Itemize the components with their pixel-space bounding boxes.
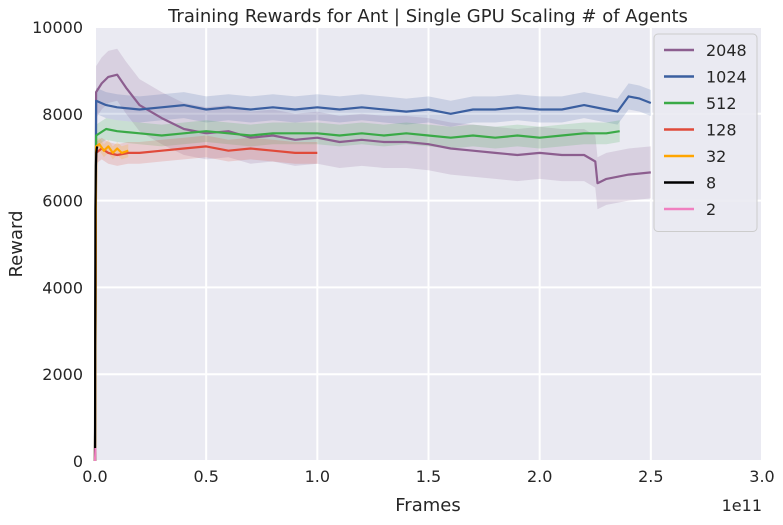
y-tick-label: 0 [73, 452, 83, 471]
x-tick-label: 0.5 [193, 467, 218, 486]
y-tick-label: 4000 [42, 278, 83, 297]
y-axis-label: Reward [6, 210, 27, 277]
x-tick-label: 2.5 [638, 467, 663, 486]
x-tick-label: 1.5 [416, 467, 441, 486]
legend-label-32: 32 [706, 147, 726, 166]
legend-label-8: 8 [706, 174, 716, 193]
legend: 2048 1024 512 128 32 8 2 [654, 34, 757, 232]
legend-label-512: 512 [706, 94, 737, 113]
x-tick-label: 1.0 [305, 467, 330, 486]
y-tick-label: 8000 [42, 105, 83, 124]
x-axis-label: Frames [395, 495, 460, 516]
x-tick-label: 2.0 [527, 467, 552, 486]
legend-label-2048: 2048 [706, 41, 747, 60]
y-tick-label: 6000 [42, 192, 83, 211]
legend-label-1024: 1024 [706, 68, 747, 87]
chart-title: Training Rewards for Ant | Single GPU Sc… [167, 6, 688, 27]
legend-label-2: 2 [706, 200, 716, 219]
y-tick-label: 10000 [32, 18, 83, 37]
x-axis-offset-label: 1e11 [722, 496, 762, 515]
legend-label-128: 128 [706, 121, 737, 140]
x-tick-label: 3.0 [749, 467, 774, 486]
x-tick-label: 0.0 [82, 467, 107, 486]
y-tick-label: 2000 [42, 365, 83, 384]
